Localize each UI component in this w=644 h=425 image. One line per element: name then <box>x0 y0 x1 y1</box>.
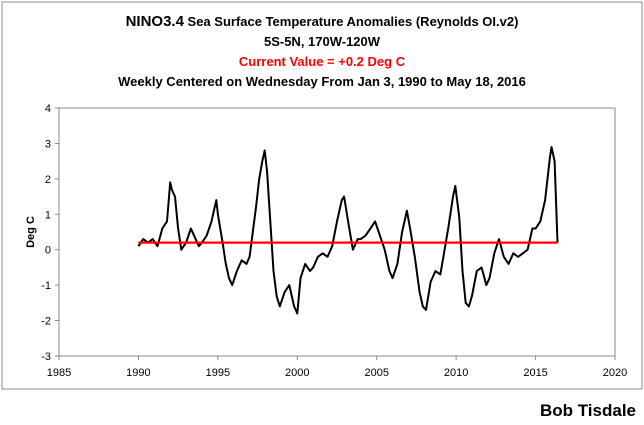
x-tick-label: 2005 <box>364 367 388 379</box>
y-axis: -3 -2 -1 0 1 2 3 4 <box>41 103 59 363</box>
y-tick-label: -1 <box>41 280 51 292</box>
x-tick-label: 2010 <box>444 367 468 379</box>
plot-area <box>58 107 616 357</box>
chart-subtitle: 5S-5N, 170W-120W <box>264 34 381 49</box>
current-value-text: Current Value = +0.2 Deg C <box>239 54 406 69</box>
chart-description: Weekly Centered on Wednesday From Jan 3,… <box>118 74 526 89</box>
y-tick-label: 4 <box>45 103 51 115</box>
y-tick-label: 2 <box>45 174 51 186</box>
series-layer <box>137 146 559 315</box>
y-tick-label: -3 <box>41 351 51 363</box>
x-tick-label: 1990 <box>126 367 150 379</box>
author-signature: Bob Tisdale <box>540 401 636 420</box>
chart-title: NINO3.4 Sea Surface Temperature Anomalie… <box>126 13 519 30</box>
y-tick-label: 0 <box>45 245 51 257</box>
chart-title-part2: Sea Surface Temperature Anomalies (Reyno… <box>184 14 519 29</box>
x-tick-label: 2000 <box>285 367 309 379</box>
y-tick-label: 3 <box>45 138 51 150</box>
x-tick-label: 2020 <box>603 367 627 379</box>
series-line-nino34 <box>137 146 559 315</box>
x-tick-label: 2015 <box>523 367 547 379</box>
y-axis-label: Deg C <box>25 216 37 248</box>
x-axis: 1985 1990 1995 2000 2005 2010 2015 2020 <box>47 356 627 379</box>
y-tick-label: 1 <box>45 209 51 221</box>
y-tick-label: -2 <box>41 316 51 328</box>
x-tick-label: 1985 <box>47 367 71 379</box>
x-tick-label: 1995 <box>206 367 230 379</box>
chart-title-part1: NINO3.4 <box>126 13 185 30</box>
